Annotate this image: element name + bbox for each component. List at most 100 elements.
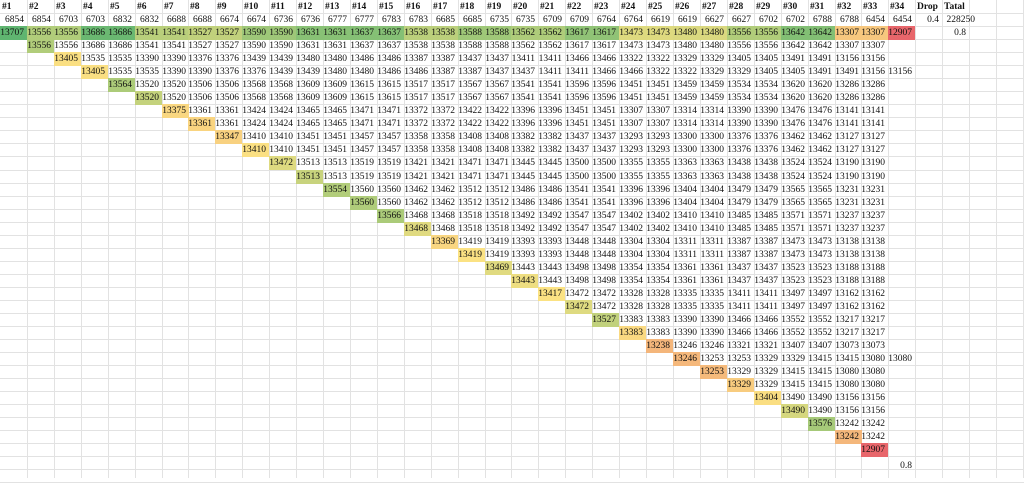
matrix-cell[interactable]: 13321 <box>727 341 751 351</box>
matrix-cell[interactable]: 13518 <box>458 224 482 234</box>
column-label-30[interactable]: #30 <box>783 2 798 12</box>
base-value-cell[interactable]: 6788 <box>813 15 832 25</box>
matrix-cell[interactable]: 13300 <box>673 132 697 142</box>
matrix-cell[interactable]: 13396 <box>538 106 562 116</box>
diagonal-cell[interactable]: 13520 <box>135 91 162 105</box>
matrix-cell[interactable]: 13307 <box>861 26 888 40</box>
matrix-cell[interactable]: 13437 <box>754 263 778 273</box>
matrix-cell[interactable]: 13421 <box>431 158 455 168</box>
matrix-cell[interactable]: 13372 <box>431 106 455 116</box>
matrix-cell[interactable]: 13596 <box>592 80 616 90</box>
matrix-cell[interactable]: 13300 <box>673 145 697 155</box>
matrix-cell[interactable]: 13615 <box>350 80 374 90</box>
matrix-cell[interactable]: 13524 <box>781 158 805 168</box>
matrix-cell[interactable]: 13237 <box>861 224 885 234</box>
matrix-cell[interactable]: 13329 <box>727 67 751 77</box>
matrix-cell[interactable]: 13080 <box>861 380 885 390</box>
diagonal-cell[interactable]: 13566 <box>377 209 404 223</box>
matrix-cell[interactable]: 13190 <box>861 172 885 182</box>
matrix-cell[interactable]: 13217 <box>861 328 885 338</box>
matrix-cell[interactable]: 13615 <box>350 93 374 103</box>
column-label-28[interactable]: #28 <box>729 2 744 12</box>
column-label-19[interactable]: #19 <box>487 2 502 12</box>
matrix-cell[interactable]: 13541 <box>511 80 535 90</box>
base-value-cell[interactable]: 6709 <box>570 15 589 25</box>
matrix-cell[interactable]: 13500 <box>592 172 616 182</box>
matrix-cell[interactable]: 13518 <box>458 211 482 221</box>
base-value-cell[interactable]: 6783 <box>409 15 428 25</box>
diagonal-cell[interactable]: 13238 <box>646 339 673 353</box>
matrix-cell[interactable]: 13497 <box>781 302 805 312</box>
matrix-cell[interactable]: 13471 <box>350 106 374 116</box>
matrix-cell[interactable]: 13358 <box>404 145 428 155</box>
matrix-cell[interactable]: 13376 <box>727 145 751 155</box>
matrix-cell[interactable]: 13190 <box>861 158 885 168</box>
matrix-cell[interactable]: 13307 <box>619 119 643 129</box>
matrix-cell[interactable]: 13490 <box>808 393 832 403</box>
matrix-cell[interactable]: 13473 <box>646 26 673 40</box>
matrix-cell[interactable]: 13156 <box>861 393 885 403</box>
matrix-cell[interactable]: 13411 <box>538 67 562 77</box>
matrix-cell[interactable]: 13590 <box>242 41 266 51</box>
matrix-cell[interactable]: 13138 <box>861 250 885 260</box>
matrix-cell[interactable]: 13382 <box>538 145 562 155</box>
column-label-10[interactable]: #10 <box>244 2 259 12</box>
matrix-cell[interactable]: 13162 <box>835 289 859 299</box>
matrix-cell[interactable]: 13686 <box>81 26 108 40</box>
column-label-15[interactable]: #15 <box>379 2 394 12</box>
matrix-cell[interactable]: 13615 <box>377 93 401 103</box>
matrix-cell[interactable]: 13459 <box>700 93 724 103</box>
matrix-cell[interactable]: 13465 <box>323 106 347 116</box>
matrix-cell[interactable]: 13527 <box>188 26 215 40</box>
column-label-5[interactable]: #5 <box>110 2 120 12</box>
matrix-cell[interactable]: 13402 <box>646 211 670 221</box>
matrix-cell[interactable]: 13565 <box>781 198 805 208</box>
matrix-cell[interactable]: 13451 <box>323 132 347 142</box>
matrix-cell[interactable]: 13188 <box>835 276 859 286</box>
matrix-cell[interactable]: 13560 <box>377 198 401 208</box>
diagonal-cell[interactable]: 13490 <box>781 404 808 418</box>
matrix-cell[interactable]: 13596 <box>565 93 589 103</box>
matrix-cell[interactable]: 13520 <box>162 80 186 90</box>
matrix-cell[interactable]: 13354 <box>646 263 670 273</box>
matrix-cell[interactable]: 13188 <box>835 263 859 273</box>
matrix-cell[interactable]: 13485 <box>727 211 751 221</box>
matrix-cell[interactable]: 13311 <box>673 237 697 247</box>
column-label-1[interactable]: #1 <box>2 2 12 12</box>
matrix-cell[interactable]: 13541 <box>162 41 186 51</box>
matrix-cell[interactable]: 13162 <box>861 302 885 312</box>
matrix-cell[interactable]: 13383 <box>619 315 643 325</box>
matrix-cell[interactable]: 13415 <box>835 354 859 364</box>
matrix-cell[interactable]: 13567 <box>485 80 509 90</box>
base-value-cell[interactable]: 6788 <box>840 15 859 25</box>
matrix-cell[interactable]: 13396 <box>538 119 562 129</box>
matrix-cell[interactable]: 13518 <box>485 224 509 234</box>
matrix-cell[interactable]: 13552 <box>781 328 805 338</box>
matrix-cell[interactable]: 13473 <box>808 250 832 260</box>
base-value-cell[interactable]: 6854 <box>5 15 24 25</box>
matrix-cell[interactable]: 13568 <box>269 80 293 90</box>
matrix-cell[interactable]: 13304 <box>646 250 670 260</box>
matrix-cell[interactable]: 13642 <box>781 26 808 40</box>
matrix-cell[interactable]: 13127 <box>835 132 859 142</box>
matrix-cell[interactable]: 13465 <box>323 119 347 129</box>
matrix-cell[interactable]: 13588 <box>458 41 482 51</box>
matrix-cell[interactable]: 13322 <box>646 67 670 77</box>
matrix-cell[interactable]: 13534 <box>727 93 751 103</box>
matrix-cell[interactable]: 13314 <box>700 106 724 116</box>
matrix-cell[interactable]: 13517 <box>404 80 428 90</box>
matrix-cell[interactable]: 13415 <box>781 380 805 390</box>
matrix-cell[interactable]: 13517 <box>431 80 455 90</box>
matrix-cell[interactable]: 13547 <box>565 211 589 221</box>
matrix-cell[interactable]: 13390 <box>673 328 697 338</box>
matrix-cell[interactable]: 13411 <box>727 302 751 312</box>
matrix-cell[interactable]: 13486 <box>511 185 535 195</box>
matrix-cell[interactable]: 13642 <box>808 41 832 51</box>
matrix-cell[interactable]: 13411 <box>754 289 778 299</box>
diagonal-cell[interactable]: 13410 <box>242 143 269 157</box>
matrix-cell[interactable]: 13363 <box>700 158 724 168</box>
base-value-cell[interactable]: 6619 <box>678 15 697 25</box>
matrix-cell[interactable]: 13535 <box>108 67 132 77</box>
matrix-cell[interactable]: 13361 <box>188 106 212 116</box>
matrix-cell[interactable]: 13498 <box>592 263 616 273</box>
